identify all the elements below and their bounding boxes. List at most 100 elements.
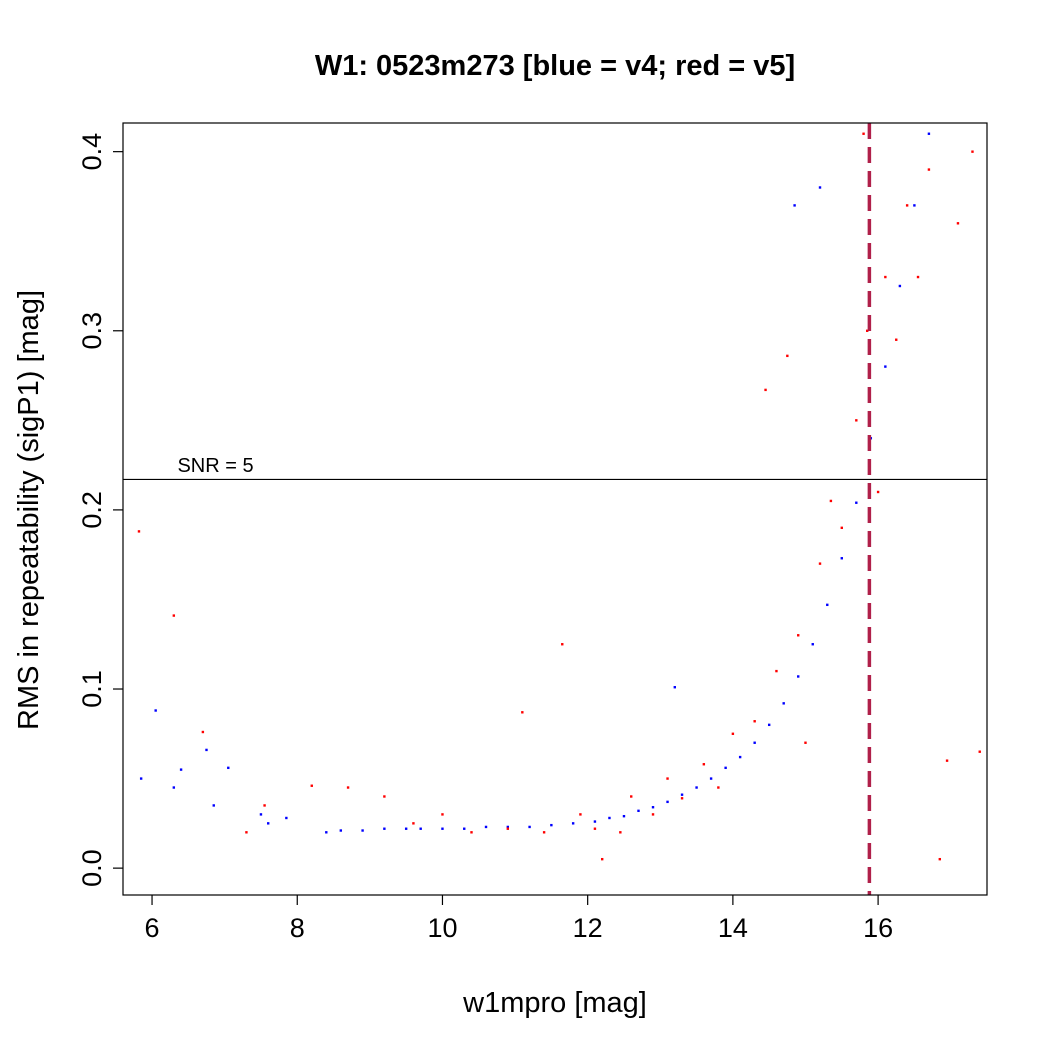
- data-point: [521, 711, 524, 714]
- data-point: [619, 831, 622, 834]
- data-point: [651, 813, 655, 816]
- data-point: [680, 797, 684, 800]
- data-point: [600, 857, 604, 861]
- data-point: [441, 813, 444, 816]
- data-point: [945, 759, 949, 762]
- snr-annotation: SNR = 5: [177, 455, 253, 477]
- data-point: [680, 793, 684, 796]
- data-point: [738, 755, 742, 759]
- data-point: [938, 857, 942, 861]
- data-point: [651, 806, 655, 809]
- data-point: [571, 822, 575, 825]
- data-point: [579, 813, 582, 816]
- x-tick-label: 6: [145, 913, 160, 943]
- data-point: [383, 795, 386, 798]
- data-point: [717, 786, 720, 789]
- y-tick-label: 0.2: [77, 491, 107, 529]
- data-point: [463, 827, 466, 830]
- x-tick-label: 8: [290, 913, 305, 943]
- data-point: [506, 825, 510, 829]
- data-point: [528, 825, 531, 829]
- data-point: [666, 777, 669, 780]
- data-point: [855, 419, 858, 422]
- x-axis: 6 8 10 12 14 16: [145, 895, 893, 943]
- data-point: [905, 204, 909, 207]
- data-point: [927, 132, 931, 135]
- data-point: [884, 365, 887, 368]
- data-point: [876, 490, 880, 494]
- chart-title: W1: 0523m273 [blue = v4; red = v5]: [315, 50, 795, 82]
- data-point: [862, 132, 865, 135]
- data-point: [956, 222, 960, 225]
- data-point: [201, 730, 205, 734]
- data-point: [767, 723, 771, 727]
- data-point: [826, 603, 829, 607]
- data-point: [259, 813, 263, 816]
- data-point: [419, 827, 422, 830]
- data-point: [797, 675, 800, 678]
- data-point: [179, 768, 183, 771]
- data-point: [702, 763, 706, 766]
- x-tick-label: 12: [573, 913, 603, 943]
- data-point: [154, 709, 157, 712]
- data-point: [550, 823, 553, 827]
- data-point: [325, 831, 328, 834]
- data-point: [898, 284, 902, 288]
- data-point: [172, 614, 176, 617]
- data-point: [666, 800, 669, 804]
- data-point: [829, 499, 833, 503]
- y-tick-label: 0.0: [77, 849, 107, 887]
- x-axis-label: w1mpro [mag]: [462, 987, 647, 1019]
- data-point: [782, 702, 785, 705]
- data-point: [673, 686, 676, 689]
- data-point: [804, 741, 807, 744]
- data-point: [205, 748, 208, 752]
- data-point: [775, 669, 778, 673]
- data-point: [593, 827, 597, 830]
- y-axis-label: RMS in repeatability (sigP1) [mag]: [13, 290, 45, 730]
- data-point: [695, 786, 698, 789]
- plot-frame: [122, 122, 988, 896]
- y-tick-label: 0.1: [77, 670, 107, 708]
- data-point: [441, 827, 444, 830]
- data-point: [542, 831, 546, 834]
- data-point: [866, 329, 869, 332]
- data-point: [637, 809, 640, 813]
- data-point: [786, 354, 789, 358]
- data-point: [412, 822, 415, 825]
- x-tick-label: 16: [863, 913, 893, 943]
- y-tick-label: 0.3: [77, 312, 107, 350]
- data-point: [608, 816, 611, 820]
- data-point: [484, 825, 488, 829]
- data-point: [361, 829, 364, 832]
- points-layer: [137, 132, 981, 861]
- data-point: [818, 562, 822, 565]
- data-point: [840, 557, 843, 560]
- x-tick-label: 10: [427, 913, 457, 943]
- data-point: [383, 827, 386, 830]
- data-point: [818, 186, 822, 189]
- data-point: [855, 501, 858, 504]
- reference-lines: [123, 123, 987, 895]
- data-point: [622, 814, 626, 818]
- data-point: [245, 831, 248, 834]
- data-point: [811, 643, 814, 646]
- data-point: [793, 204, 796, 207]
- data-point: [764, 388, 767, 392]
- data-point: [840, 526, 843, 530]
- data-point: [724, 766, 727, 770]
- y-axis: 0.0 0.1 0.2 0.3 0.4: [77, 133, 123, 887]
- data-point: [137, 530, 141, 533]
- data-point: [593, 820, 597, 823]
- data-point: [267, 822, 270, 825]
- data-point: [916, 275, 920, 279]
- data-point: [709, 777, 713, 780]
- data-point: [285, 816, 288, 820]
- data-point: [561, 643, 564, 646]
- data-point: [797, 634, 800, 637]
- data-point: [978, 750, 981, 753]
- data-point: [346, 786, 350, 789]
- data-point: [139, 777, 143, 780]
- data-point: [753, 720, 756, 723]
